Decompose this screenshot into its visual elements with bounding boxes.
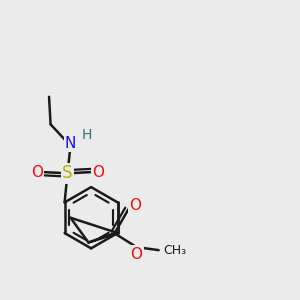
Text: O: O [92, 165, 104, 180]
Text: CH₃: CH₃ [163, 244, 187, 257]
Text: H: H [81, 128, 92, 142]
Text: N: N [65, 136, 76, 151]
Text: S: S [62, 164, 73, 182]
Text: O: O [31, 165, 43, 180]
Text: O: O [129, 198, 141, 213]
Text: O: O [130, 247, 142, 262]
